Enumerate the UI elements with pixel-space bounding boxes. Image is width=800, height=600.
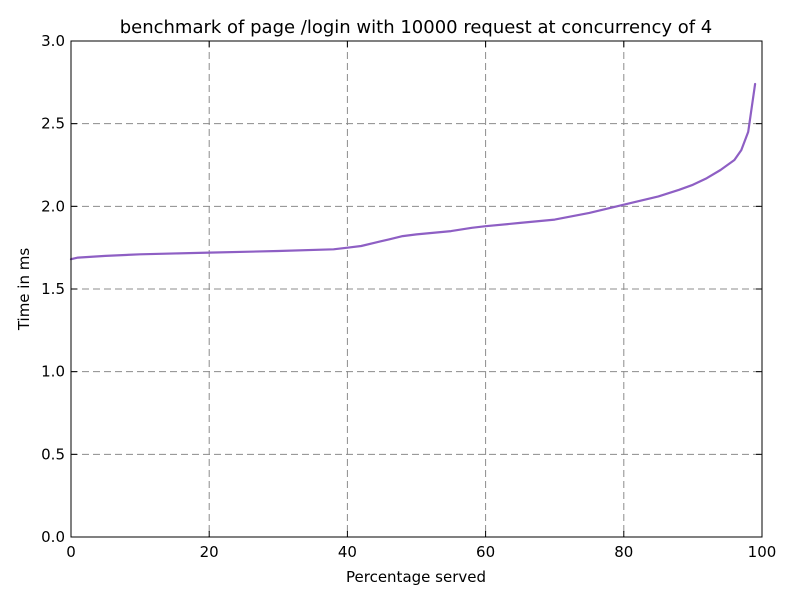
- y-tick-labels: 0.0 0.5 1.0 1.5 2.0 2.5 3.0: [41, 32, 65, 546]
- y-tick-label: 3.0: [41, 32, 65, 50]
- y-tick-label: 0.5: [41, 445, 65, 463]
- x-tick-label: 60: [476, 543, 495, 561]
- tick-marks: [70, 40, 763, 538]
- x-tick-label: 0: [66, 543, 76, 561]
- y-tick-label: 2.0: [41, 197, 65, 215]
- x-tick-label: 100: [748, 543, 777, 561]
- x-axis-label: Percentage served: [346, 568, 486, 586]
- series-layer: [69, 82, 757, 261]
- series-line: [69, 82, 757, 261]
- y-axis-label: Time in ms: [15, 248, 33, 332]
- y-tick-label: 2.5: [41, 115, 65, 133]
- y-tick-label: 1.5: [41, 280, 65, 298]
- x-tick-label: 20: [200, 543, 219, 561]
- x-tick-labels: 0 20 40 60 80 100: [66, 543, 776, 561]
- chart-title: benchmark of page /login with 10000 requ…: [120, 17, 713, 38]
- x-tick-label: 80: [614, 543, 633, 561]
- x-tick-label: 40: [338, 543, 357, 561]
- y-tick-label: 1.0: [41, 363, 65, 381]
- y-tick-label: 0.0: [41, 528, 65, 546]
- grid-lines: [71, 41, 762, 537]
